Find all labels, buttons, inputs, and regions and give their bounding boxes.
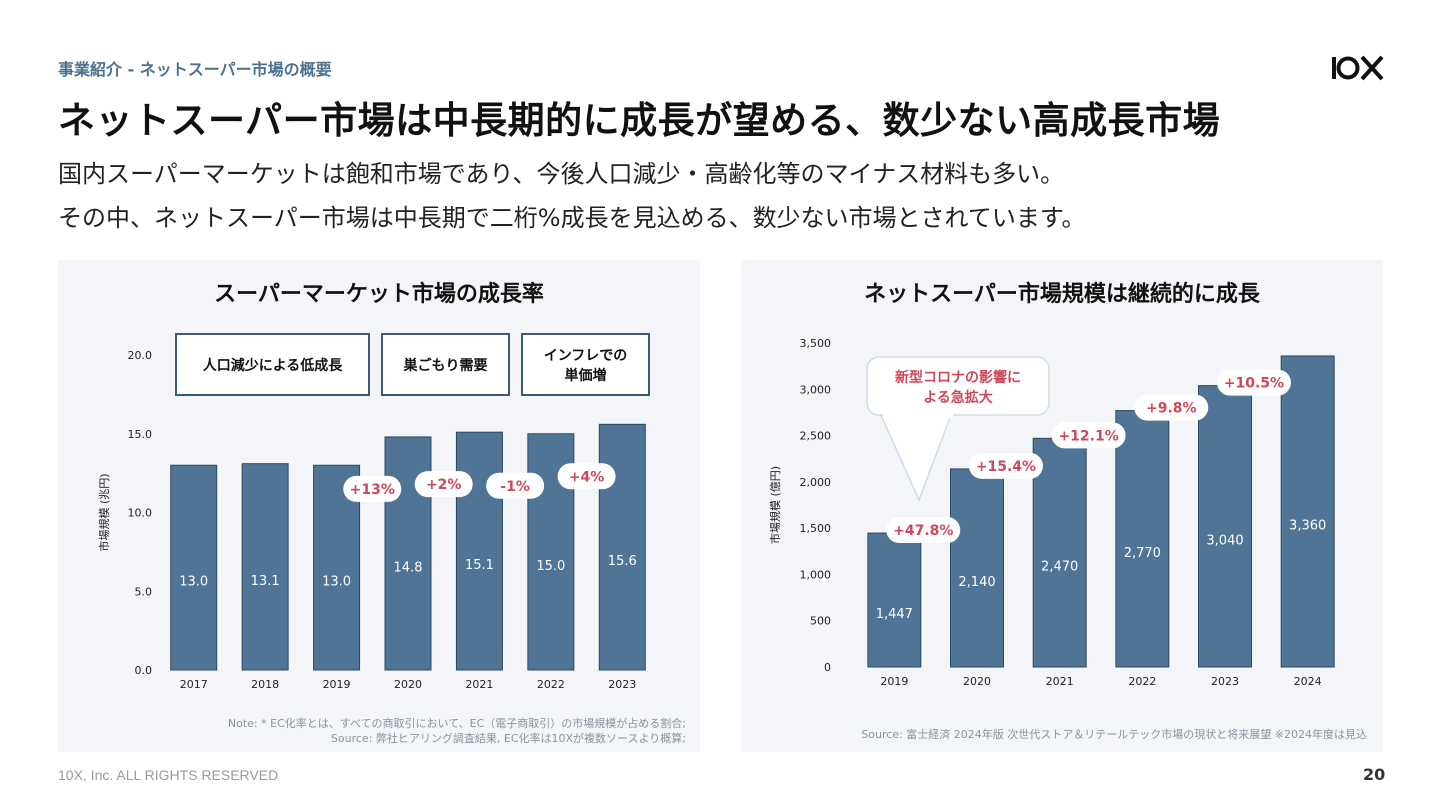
lead-text-line-1: 国内スーパーマーケットは飽和市場であり、今後人口減少・高齢化等のマイナス材料も多… xyxy=(58,160,1065,188)
left-x-tick-label: 2022 xyxy=(537,678,565,691)
right-bar-value-label: 3,040 xyxy=(1206,533,1243,548)
right-growth-pill-2024-label: +10.5% xyxy=(1224,376,1284,392)
right-y-tick-label: 500 xyxy=(810,615,831,628)
supermarket-growth-panel: スーパーマーケット市場の成長率 0.0 5.0 10.0 15.0 20.0 市場規模 (… xyxy=(58,260,700,752)
left-chart-source: Source: 弊社ヒアリング調査結果, EC化率は10Xが複数ソースより概算; xyxy=(330,732,686,745)
factor-box-inflation-label: 単価増 xyxy=(565,367,607,384)
right-y-tick-label: 1,000 xyxy=(800,568,832,581)
right-x-tick-label: 2023 xyxy=(1211,675,1239,688)
right-y-tick-label: 3,500 xyxy=(800,337,832,350)
right-bar-2019 xyxy=(867,532,922,668)
left-growth-pill-2020: +13% xyxy=(343,475,402,502)
company-logo-icon xyxy=(1332,55,1384,81)
left-bar-2018 xyxy=(241,463,289,671)
left-bar-value-label: 13.0 xyxy=(322,575,351,590)
left-growth-pill-2022-label: -1% xyxy=(500,479,530,495)
breadcrumb: 事業紹介 - ネットスーパー市場の概要 xyxy=(58,60,332,79)
left-bar-value-label: 15.0 xyxy=(536,559,565,574)
lead-text-line-2: その中、ネットスーパー市場は中長期で二桁%成長を見込める、数少ない市場とされてい… xyxy=(58,204,1086,232)
left-growth-pill-2023-label: +4% xyxy=(569,469,605,485)
right-y-axis-label: 市場規模 (億円) xyxy=(768,466,782,544)
right-growth-pill-2023-label: +9.8% xyxy=(1146,401,1197,417)
left-x-tick-label: 2017 xyxy=(180,678,208,691)
left-x-tick-label: 2018 xyxy=(251,678,279,691)
factor-box-inflation-label: インフレでの xyxy=(544,348,628,364)
factor-box-population-label: 人口減少による低成長 xyxy=(203,357,344,374)
left-growth-pill-2021: +2% xyxy=(414,471,473,498)
right-x-tick-label: 2020 xyxy=(963,675,991,688)
right-growth-pill-2021: +15.4% xyxy=(968,452,1043,479)
page-number: 20 xyxy=(1363,765,1386,784)
right-growth-pill-2021-label: +15.4% xyxy=(976,459,1036,475)
copyright-footer: 10X, Inc. ALL RIGHTS RESERVED xyxy=(58,767,279,783)
left-bar-2023 xyxy=(598,423,646,671)
left-bar-2017 xyxy=(170,464,218,671)
right-x-tick-label: 2022 xyxy=(1128,675,1156,688)
right-chart-source: Source: 富士経済 2024年版 次世代ストア＆リテールテック市場の現状と… xyxy=(861,728,1367,741)
right-growth-pill-2020-label: +47.8% xyxy=(893,523,953,539)
net-supermarket-panel: ネットスーパー市場規模は継続的に成長 0 500 1,000 1,500 2,000 2,… xyxy=(741,260,1383,752)
right-x-tick-label: 2021 xyxy=(1046,675,1074,688)
right-y-tick-label: 2,500 xyxy=(800,430,832,443)
left-growth-pill-2020-label: +13% xyxy=(350,482,395,498)
net-supermarket-bar-chart: 0 500 1,000 1,500 2,000 2,500 3,000 3,500 市場規模 (… xyxy=(768,337,1335,688)
right-growth-pill-2022: +12.1% xyxy=(1051,422,1126,449)
factor-box-population: 人口減少による低成長 xyxy=(175,333,370,396)
left-bar-value-label: 13.1 xyxy=(251,574,280,589)
right-x-tick-label: 2024 xyxy=(1294,675,1322,688)
left-growth-pill-2021-label: +2% xyxy=(426,477,462,493)
right-y-tick-label: 3,000 xyxy=(800,383,832,396)
right-y-tick-label: 2,000 xyxy=(800,476,832,489)
left-bar-value-label: 14.8 xyxy=(394,560,423,575)
left-y-tick-label: 10.0 xyxy=(128,507,153,520)
covid-callout-line-2: よる急拡大 xyxy=(923,389,993,406)
left-growth-pill-2022: -1% xyxy=(486,472,545,499)
right-y-tick-label: 0 xyxy=(824,661,831,674)
right-chart-title: ネットスーパー市場規模は継続的に成長 xyxy=(864,282,1260,307)
right-bar-2020 xyxy=(950,468,1004,668)
right-bar-value-label: 3,360 xyxy=(1289,518,1326,533)
page-title: ネットスーパー市場は中長期的に成長が望める、数少ない高成長市場 xyxy=(58,99,1221,142)
left-x-tick-label: 2020 xyxy=(394,678,422,691)
left-growth-pill-2023: +4% xyxy=(557,463,616,490)
right-y-tick-label: 1,500 xyxy=(800,522,832,535)
factor-box-stay-home-label: 巣ごもり需要 xyxy=(403,357,488,374)
right-bar-value-label: 2,770 xyxy=(1124,546,1161,561)
left-x-tick-label: 2023 xyxy=(608,678,636,691)
right-bar-2022 xyxy=(1115,410,1170,668)
right-growth-pill-2023: +9.8% xyxy=(1134,394,1209,421)
covid-callout-line-1: 新型コロナの影響に xyxy=(895,369,1021,386)
right-growth-pill-2020: +47.8% xyxy=(886,517,961,544)
right-bar-2023 xyxy=(1198,385,1252,668)
right-bar-value-label: 1,447 xyxy=(876,607,913,622)
right-bar-2024 xyxy=(1280,355,1335,668)
left-bar-value-label: 15.1 xyxy=(465,558,494,573)
right-bar-2021 xyxy=(1032,437,1087,668)
left-bar-value-label: 15.6 xyxy=(608,554,637,569)
left-y-tick-label: 15.0 xyxy=(128,428,153,441)
left-chart-note: Note: * EC化率とは、すべての商取引において、EC（電子商取引）の市場規… xyxy=(227,717,686,730)
left-chart-title: スーパーマーケット市場の成長率 xyxy=(214,282,544,307)
right-bar-value-label: 2,140 xyxy=(958,575,995,590)
left-x-tick-label: 2019 xyxy=(323,678,351,691)
left-x-tick-label: 2021 xyxy=(465,678,493,691)
left-y-tick-label: 0.0 xyxy=(135,664,153,677)
right-x-tick-label: 2019 xyxy=(880,675,908,688)
left-bar-value-label: 13.0 xyxy=(179,575,208,590)
right-bar-value-label: 2,470 xyxy=(1041,560,1078,575)
right-growth-pill-2024: +10.5% xyxy=(1216,369,1291,396)
left-y-axis-label: 市場規模 (兆円) xyxy=(97,473,111,551)
left-y-tick-label: 5.0 xyxy=(135,585,153,598)
left-bar-2021 xyxy=(455,431,503,671)
factor-box-stay-home: 巣ごもり需要 xyxy=(381,333,510,396)
supermarket-market-bar-chart: 0.0 5.0 10.0 15.0 20.0 市場規模 (兆円) 13.0 2017 13.1 2… xyxy=(97,333,650,691)
right-growth-pill-2022-label: +12.1% xyxy=(1058,428,1118,444)
left-y-tick-label: 20.0 xyxy=(128,349,153,362)
